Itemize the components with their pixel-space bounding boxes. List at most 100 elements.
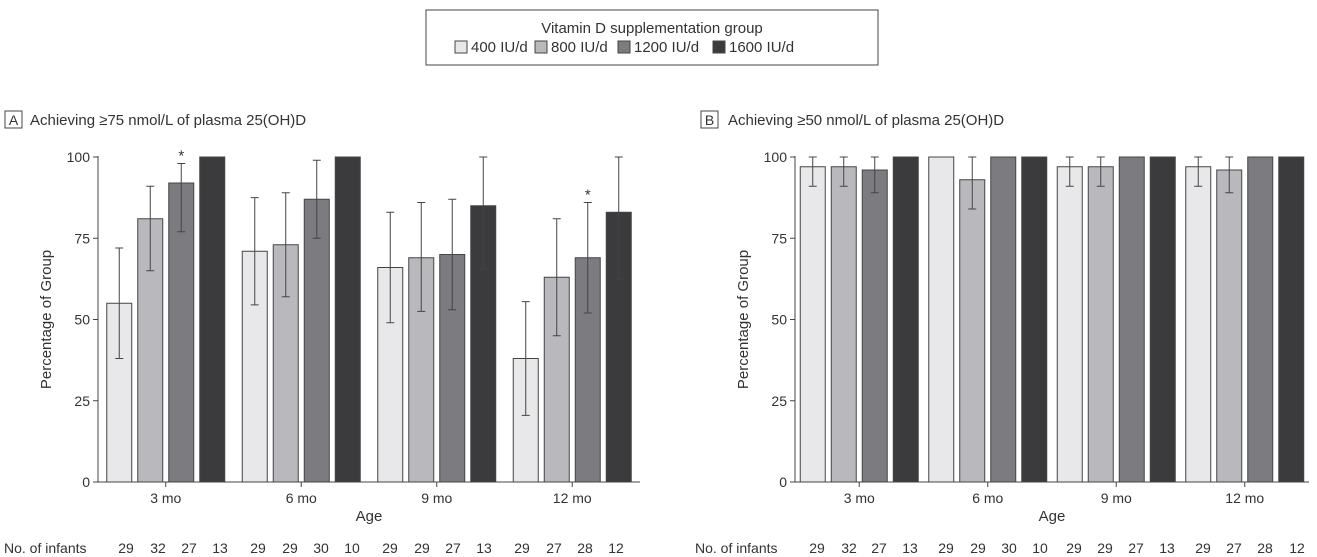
x-tick-label: 3 mo [844, 490, 875, 506]
significance-marker: * [178, 148, 184, 165]
count-value: 27 [445, 540, 461, 556]
bar [1087, 166, 1114, 483]
count-value: 29 [1097, 540, 1113, 556]
x-tick-label: 12 mo [1225, 490, 1264, 506]
legend-label: 400 IU/d [471, 39, 528, 56]
count-value: 32 [841, 540, 857, 556]
count-value: 27 [181, 540, 197, 556]
x-tick-label: 12 mo [553, 490, 592, 506]
count-value: 29 [382, 540, 398, 556]
panel-b-plot: 0 25 50 75 100 Percentage of Group 3 mo 6 mo 9 m… [695, 149, 1309, 556]
count-value: 27 [546, 540, 562, 556]
legend-label: 800 IU/d [551, 39, 608, 56]
y-tick-label: 0 [779, 474, 787, 490]
count-value: 29 [1066, 540, 1082, 556]
x-axis-label: Age [356, 508, 383, 525]
significance-marker: * [585, 187, 591, 204]
bar [334, 156, 361, 483]
bar [990, 156, 1017, 483]
x-tick-label: 6 mo [286, 490, 317, 506]
panel-a-letter-box [4, 110, 23, 129]
y-tick-label: 0 [82, 474, 90, 490]
count-value: 32 [150, 540, 166, 556]
counts-label: No. of infants [695, 540, 778, 556]
y-tick-label: 75 [74, 230, 90, 246]
count-value: 30 [313, 540, 329, 556]
bar [959, 179, 986, 483]
bar [199, 156, 226, 483]
count-value: 29 [970, 540, 986, 556]
legend-label: 1200 IU/d [634, 39, 699, 56]
count-value: 12 [608, 540, 624, 556]
legend-title: Vitamin D supplementation group [541, 20, 763, 37]
count-value: 13 [476, 540, 492, 556]
panel-a: A Achieving ≥75 nmol/L of plasma 25(OH)D… [4, 110, 640, 556]
x-tick-label: 9 mo [1101, 490, 1132, 506]
y-axis-label: Percentage of Group [38, 250, 55, 389]
legend: Vitamin D supplementation group 400 IU/d… [425, 9, 879, 66]
bar [1118, 156, 1145, 483]
bar [1216, 169, 1243, 483]
count-value: 29 [514, 540, 530, 556]
y-tick-label: 75 [771, 230, 787, 246]
panel-a-letter: A [9, 112, 19, 128]
bar [1278, 156, 1305, 483]
bar [799, 166, 826, 483]
legend-swatch [712, 40, 726, 54]
count-value: 29 [118, 540, 134, 556]
panel-a-title: Achieving ≥75 nmol/L of plasma 25(OH)D [30, 112, 306, 129]
legend-label: 1600 IU/d [729, 39, 794, 56]
count-value: 28 [577, 540, 593, 556]
count-value: 30 [1001, 540, 1017, 556]
panel-b: B Achieving ≥50 nmol/L of plasma 25(OH)D… [695, 110, 1309, 556]
y-tick-label: 25 [771, 393, 787, 409]
count-value: 10 [344, 540, 360, 556]
legend-frame [425, 9, 879, 66]
count-value: 28 [1257, 540, 1273, 556]
y-axis-label: Percentage of Group [735, 250, 752, 389]
panel-b-letter: B [705, 112, 714, 128]
count-value: 13 [1159, 540, 1175, 556]
bar [830, 166, 857, 483]
count-value: 10 [1032, 540, 1048, 556]
x-axis-label: Age [1039, 508, 1066, 525]
count-value: 29 [809, 540, 825, 556]
bar [1149, 156, 1176, 483]
count-value: 29 [414, 540, 430, 556]
count-value: 13 [212, 540, 228, 556]
x-tick-label: 3 mo [150, 490, 181, 506]
count-value: 12 [1289, 540, 1305, 556]
count-value: 27 [1128, 540, 1144, 556]
panel-b-title: Achieving ≥50 nmol/L of plasma 25(OH)D [728, 112, 1004, 129]
y-tick-label: 50 [74, 312, 90, 328]
legend-items: 400 IU/d 800 IU/d 1200 IU/d 1600 IU/d [454, 39, 794, 56]
bar [303, 198, 330, 483]
y-tick-label: 25 [74, 393, 90, 409]
count-value: 29 [250, 540, 266, 556]
bar [1056, 166, 1083, 483]
bar [892, 156, 919, 483]
bar [168, 182, 195, 483]
y-tick-label: 100 [764, 149, 788, 165]
bar [928, 156, 955, 483]
bar [861, 169, 888, 483]
y-tick-label: 50 [771, 312, 787, 328]
x-tick-label: 6 mo [972, 490, 1003, 506]
legend-swatch [617, 40, 631, 54]
count-value: 13 [902, 540, 918, 556]
bar [1185, 166, 1212, 483]
count-value: 29 [282, 540, 298, 556]
legend-swatch [454, 40, 468, 54]
count-value: 27 [871, 540, 887, 556]
bar [1021, 156, 1048, 483]
count-value: 29 [1195, 540, 1211, 556]
counts-label: No. of infants [4, 540, 87, 556]
panel-a-plot: 0 25 50 75 100 Percentage of Group 3 mo 6 mo 9 m… [4, 148, 640, 556]
bar [1247, 156, 1274, 483]
panel-b-letter-box [700, 110, 719, 129]
y-tick-label: 100 [67, 149, 91, 165]
legend-swatch [534, 40, 548, 54]
x-tick-label: 9 mo [421, 490, 452, 506]
count-value: 29 [938, 540, 954, 556]
